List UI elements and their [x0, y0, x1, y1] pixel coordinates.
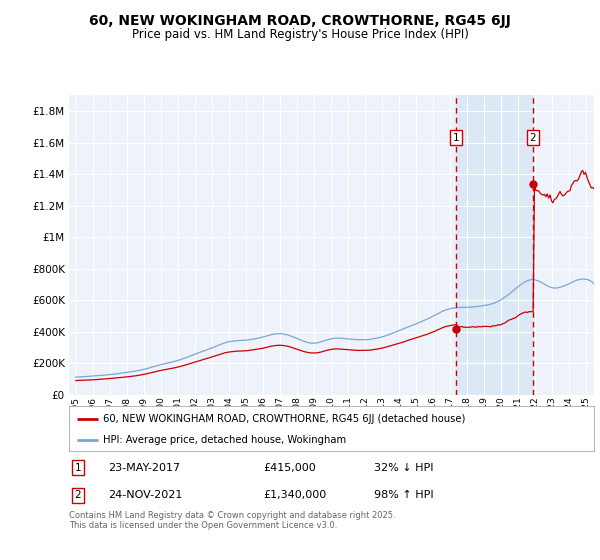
- Text: Contains HM Land Registry data © Crown copyright and database right 2025.
This d: Contains HM Land Registry data © Crown c…: [69, 511, 395, 530]
- Text: 32% ↓ HPI: 32% ↓ HPI: [373, 463, 433, 473]
- Text: £1,340,000: £1,340,000: [263, 491, 326, 501]
- Text: 24-NOV-2021: 24-NOV-2021: [109, 491, 183, 501]
- Text: 2: 2: [74, 491, 81, 501]
- Text: Price paid vs. HM Land Registry's House Price Index (HPI): Price paid vs. HM Land Registry's House …: [131, 28, 469, 41]
- Text: 60, NEW WOKINGHAM ROAD, CROWTHORNE, RG45 6JJ: 60, NEW WOKINGHAM ROAD, CROWTHORNE, RG45…: [89, 14, 511, 28]
- Bar: [456, 95, 533, 395]
- Text: 60, NEW WOKINGHAM ROAD, CROWTHORNE, RG45 6JJ (detached house): 60, NEW WOKINGHAM ROAD, CROWTHORNE, RG45…: [103, 413, 466, 423]
- Text: 23-MAY-2017: 23-MAY-2017: [109, 463, 181, 473]
- Text: HPI: Average price, detached house, Wokingham: HPI: Average price, detached house, Woki…: [103, 435, 346, 445]
- Text: £415,000: £415,000: [263, 463, 316, 473]
- Text: 98% ↑ HPI: 98% ↑ HPI: [373, 491, 433, 501]
- Text: 1: 1: [453, 133, 460, 143]
- Text: 1: 1: [74, 463, 81, 473]
- Text: 2: 2: [530, 133, 536, 143]
